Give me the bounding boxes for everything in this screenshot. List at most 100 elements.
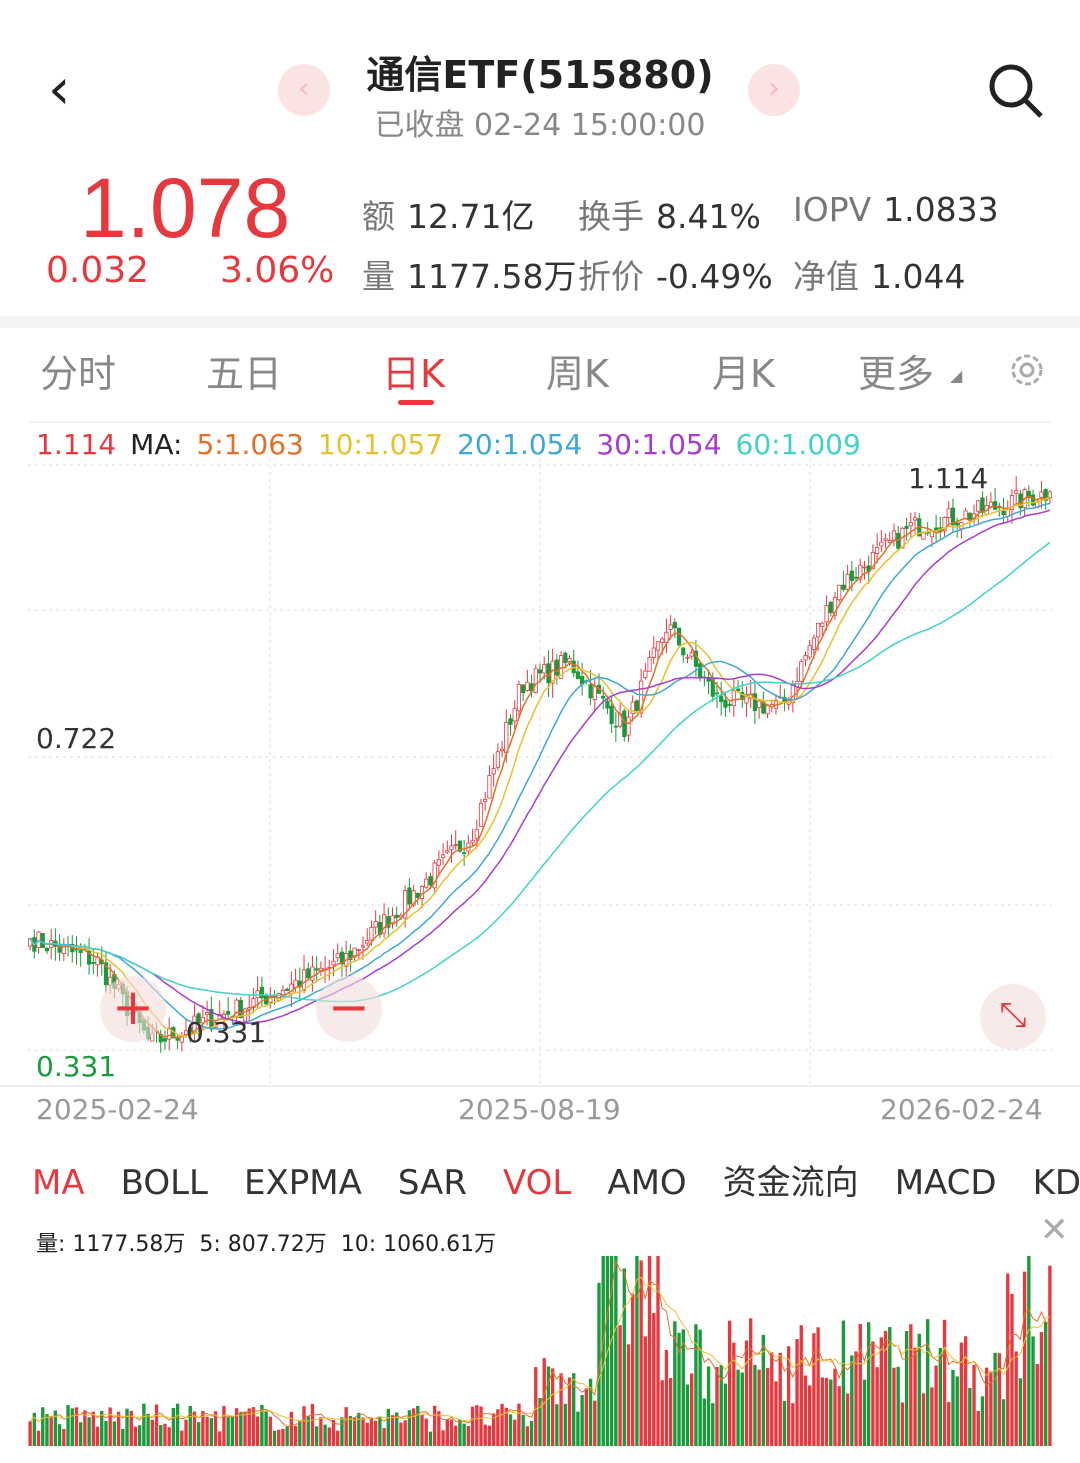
volume-bar — [559, 1373, 563, 1446]
volume-bar — [57, 1424, 62, 1446]
tab-4[interactable]: 月K — [712, 352, 775, 396]
tab-5[interactable]: 更多 — [858, 352, 935, 396]
volume-bar — [500, 1403, 504, 1446]
candle-body — [655, 641, 661, 651]
volume-bar — [133, 1426, 138, 1446]
volume-bar — [951, 1369, 955, 1446]
volume-bar — [744, 1340, 749, 1446]
candle-body — [525, 681, 530, 691]
volume-bar — [997, 1353, 1002, 1446]
candle-body — [234, 999, 239, 1018]
stat-0: 额 12.71亿 — [362, 190, 534, 238]
volume-bar — [327, 1427, 331, 1446]
volume-bar — [791, 1403, 795, 1446]
volume-bar — [378, 1416, 382, 1446]
tab-0[interactable]: 分时 — [40, 352, 117, 396]
candle — [499, 740, 505, 758]
fullscreen-icon[interactable]: ⤡ — [980, 984, 1046, 1050]
zoom-out-button[interactable]: − — [316, 976, 382, 1042]
candle-body — [698, 663, 703, 678]
candle — [449, 834, 454, 864]
candle — [205, 1000, 210, 1026]
x-label-mid: 2025-08-19 — [458, 1093, 621, 1126]
tab-2[interactable]: 日K — [382, 352, 445, 396]
candle-body — [575, 671, 581, 680]
indicator-0[interactable]: MA — [32, 1163, 85, 1203]
candle-body — [537, 669, 543, 674]
candle-body — [883, 538, 888, 541]
volume-bar — [251, 1407, 256, 1446]
candle — [285, 987, 290, 992]
volume-bar — [247, 1408, 251, 1446]
volume-bar — [538, 1397, 542, 1446]
search-icon[interactable] — [985, 60, 1045, 120]
candle-body — [491, 768, 496, 775]
volume-bar — [963, 1336, 968, 1446]
gear-icon[interactable] — [1005, 348, 1049, 392]
candle-body — [373, 921, 378, 928]
candle-body — [87, 950, 92, 965]
tab-1[interactable]: 五日 — [206, 352, 283, 396]
volume-bar — [824, 1377, 829, 1446]
stat-2: IOPV 1.0833 — [793, 190, 999, 229]
candle — [550, 648, 555, 698]
candle-body — [293, 979, 298, 988]
volume-bar — [938, 1348, 943, 1446]
legend-ma10: 10:1.057 — [317, 428, 444, 461]
stat-value: -0.49% — [656, 257, 773, 296]
candlestick-chart[interactable] — [0, 418, 1080, 1088]
candle — [352, 947, 357, 961]
volume-bar — [323, 1424, 327, 1446]
volume-bar — [833, 1368, 837, 1446]
candle — [980, 491, 985, 518]
indicator-tabs: MA BOLL EXPMA SAR VOL AMO 资金流向 MACD KD — [32, 1155, 1080, 1204]
close-indicator-icon[interactable]: ✕ — [1040, 1210, 1069, 1250]
stat-value: 12.71亿 — [407, 197, 535, 236]
indicator-5[interactable]: AMO — [607, 1163, 687, 1203]
candle — [74, 936, 79, 965]
indicator-4[interactable]: VOL — [502, 1163, 572, 1203]
indicator-8[interactable]: KD — [1032, 1163, 1080, 1203]
indicator-1[interactable]: BOLL — [120, 1163, 208, 1203]
candle-body — [205, 1012, 210, 1016]
volume-bar — [588, 1378, 593, 1446]
volume-bar — [154, 1404, 159, 1446]
volume-bar — [774, 1381, 778, 1446]
volume-bar — [795, 1339, 799, 1446]
back-button[interactable]: ‹ — [48, 57, 71, 122]
ma10-line — [29, 496, 1051, 1037]
candle — [676, 627, 682, 647]
volume-bar — [694, 1324, 698, 1446]
volume-bar — [32, 1412, 37, 1446]
indicator-7[interactable]: MACD — [894, 1163, 997, 1203]
volume-bar — [862, 1379, 867, 1446]
candle — [457, 840, 463, 853]
candle — [580, 662, 585, 696]
zoom-in-button[interactable]: + — [100, 976, 166, 1042]
volume-bar — [196, 1422, 201, 1446]
volume-bar — [390, 1415, 395, 1446]
indicator-6[interactable]: 资金流向 — [722, 1163, 859, 1203]
candle — [841, 570, 846, 592]
candle-body — [533, 668, 538, 693]
candle — [381, 903, 387, 938]
candle-body — [891, 530, 897, 541]
candle — [870, 544, 875, 570]
last-price: 1.078 — [80, 161, 291, 255]
candle-body — [352, 947, 357, 958]
volume-bar — [909, 1324, 913, 1446]
indicator-3[interactable]: SAR — [397, 1163, 467, 1203]
prev-stock-button[interactable]: ‹ — [278, 64, 330, 116]
tab-3[interactable]: 周K — [546, 352, 609, 396]
candle — [314, 956, 319, 983]
volume-bar — [49, 1417, 53, 1446]
candle — [837, 584, 842, 603]
volume-bar — [947, 1401, 951, 1446]
volume-bar — [264, 1410, 268, 1446]
indicator-2[interactable]: EXPMA — [243, 1163, 362, 1203]
volume-bar — [234, 1408, 239, 1446]
next-stock-button[interactable]: › — [748, 64, 800, 116]
candle — [727, 701, 732, 713]
volume-bar — [213, 1411, 218, 1446]
volume-bar — [487, 1425, 492, 1446]
